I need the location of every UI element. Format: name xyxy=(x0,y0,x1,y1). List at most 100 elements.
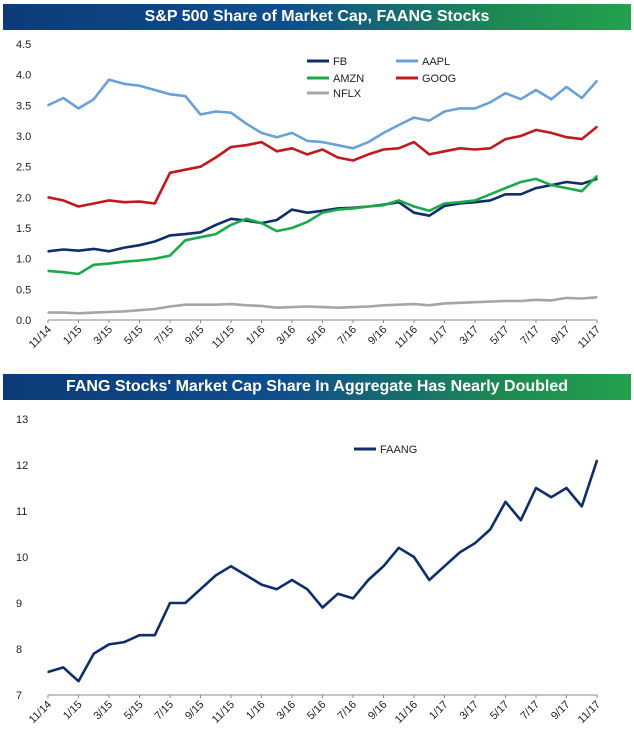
data-point-faang xyxy=(489,528,492,531)
data-point-faang xyxy=(336,593,339,595)
y-tick-label: 3.0 xyxy=(16,131,31,143)
data-point-amzn xyxy=(474,199,476,202)
data-point-fb xyxy=(77,249,80,252)
data-point-amzn xyxy=(245,218,248,220)
data-point-goog xyxy=(245,144,248,146)
x-tick-label: 3/15 xyxy=(91,324,115,348)
data-point-goog xyxy=(260,141,263,143)
x-tick-label: 9/15 xyxy=(183,699,207,723)
data-point-aapl xyxy=(504,92,507,94)
data-point-nflx xyxy=(443,302,446,305)
data-point-aapl xyxy=(245,122,248,125)
data-point-amzn xyxy=(230,224,232,226)
x-tick-label: 9/16 xyxy=(366,699,390,723)
legend-label-amzn: AMZN xyxy=(333,73,364,85)
data-point-goog xyxy=(306,153,309,156)
data-point-nflx xyxy=(352,306,354,308)
data-point-aapl xyxy=(336,144,339,146)
y-tick-label: 1.0 xyxy=(16,254,31,266)
data-point-amzn xyxy=(352,207,354,210)
y-tick-label: 0.5 xyxy=(16,284,31,296)
data-point-faang xyxy=(153,634,156,636)
data-point-aapl xyxy=(123,83,126,85)
data-point-goog xyxy=(397,147,400,150)
data-point-nflx xyxy=(504,300,507,302)
x-tick-label: 3/17 xyxy=(457,324,481,348)
data-point-aapl xyxy=(458,107,461,110)
x-tick-label: 7/15 xyxy=(152,699,176,723)
data-point-amzn xyxy=(504,187,507,189)
data-point-amzn xyxy=(550,184,553,186)
data-point-fb xyxy=(214,224,217,226)
x-tick-label: 5/15 xyxy=(122,324,146,348)
data-point-aapl xyxy=(321,141,324,143)
data-point-fb xyxy=(474,201,476,204)
data-point-amzn xyxy=(519,181,522,183)
y-tick-label: 3.5 xyxy=(16,100,31,112)
data-point-faang xyxy=(77,680,80,682)
data-point-amzn xyxy=(382,204,385,207)
series-line-faang xyxy=(47,459,599,683)
x-tick-label: 5/16 xyxy=(305,324,329,348)
data-point-nflx xyxy=(199,303,202,306)
data-point-nflx xyxy=(596,296,598,299)
data-point-fb xyxy=(321,210,324,212)
data-point-amzn xyxy=(214,233,217,235)
data-point-aapl xyxy=(275,136,278,139)
data-point-faang xyxy=(397,547,400,549)
data-point-goog xyxy=(550,132,553,134)
data-point-amzn xyxy=(306,221,309,223)
data-point-faang xyxy=(382,565,385,567)
data-point-goog xyxy=(123,201,126,204)
data-point-faang xyxy=(565,487,568,489)
data-point-faang xyxy=(230,565,232,567)
data-point-fb xyxy=(428,214,431,217)
data-point-aapl xyxy=(550,98,553,100)
data-point-aapl xyxy=(153,89,156,91)
aggregate-share-panel: FANG Stocks' Market Cap Share In Aggrega… xyxy=(0,374,634,747)
data-point-faang xyxy=(443,565,446,567)
data-point-faang xyxy=(108,643,110,646)
data-point-amzn xyxy=(199,236,202,238)
data-point-nflx xyxy=(92,311,95,314)
data-point-aapl xyxy=(62,97,65,99)
data-point-goog xyxy=(489,147,492,150)
data-point-nflx xyxy=(382,304,385,307)
data-point-nflx xyxy=(580,297,583,300)
data-point-fb xyxy=(596,178,598,180)
data-point-faang xyxy=(352,597,354,600)
data-point-fb xyxy=(230,218,232,220)
x-tick-label: 5/15 xyxy=(122,699,146,723)
data-point-faang xyxy=(428,579,431,581)
data-point-aapl xyxy=(169,93,171,96)
data-point-aapl xyxy=(291,132,293,134)
data-point-amzn xyxy=(413,205,415,208)
data-point-goog xyxy=(352,159,354,162)
data-point-aapl xyxy=(489,101,492,104)
data-point-nflx xyxy=(260,305,263,307)
data-point-nflx xyxy=(275,306,278,309)
data-point-aapl xyxy=(214,110,217,113)
data-point-fb xyxy=(92,248,95,250)
data-point-fb xyxy=(153,240,156,243)
data-point-faang xyxy=(596,459,598,462)
x-tick-label: 9/17 xyxy=(549,699,573,723)
data-point-goog xyxy=(458,147,461,150)
data-point-faang xyxy=(321,606,324,609)
data-point-fb xyxy=(519,193,522,196)
data-point-aapl xyxy=(596,80,598,82)
data-point-amzn xyxy=(169,254,171,257)
data-point-nflx xyxy=(535,298,537,301)
data-point-fb xyxy=(138,244,141,246)
data-point-goog xyxy=(214,156,217,159)
x-tick-label: 1/16 xyxy=(244,324,268,348)
data-point-amzn xyxy=(47,270,49,272)
data-point-goog xyxy=(153,202,156,205)
data-point-fb xyxy=(275,219,278,221)
data-point-nflx xyxy=(519,300,522,302)
data-point-nflx xyxy=(565,297,568,299)
data-point-aapl xyxy=(77,107,80,110)
data-point-goog xyxy=(504,138,507,140)
data-point-faang xyxy=(199,588,202,590)
data-point-nflx xyxy=(153,308,156,310)
